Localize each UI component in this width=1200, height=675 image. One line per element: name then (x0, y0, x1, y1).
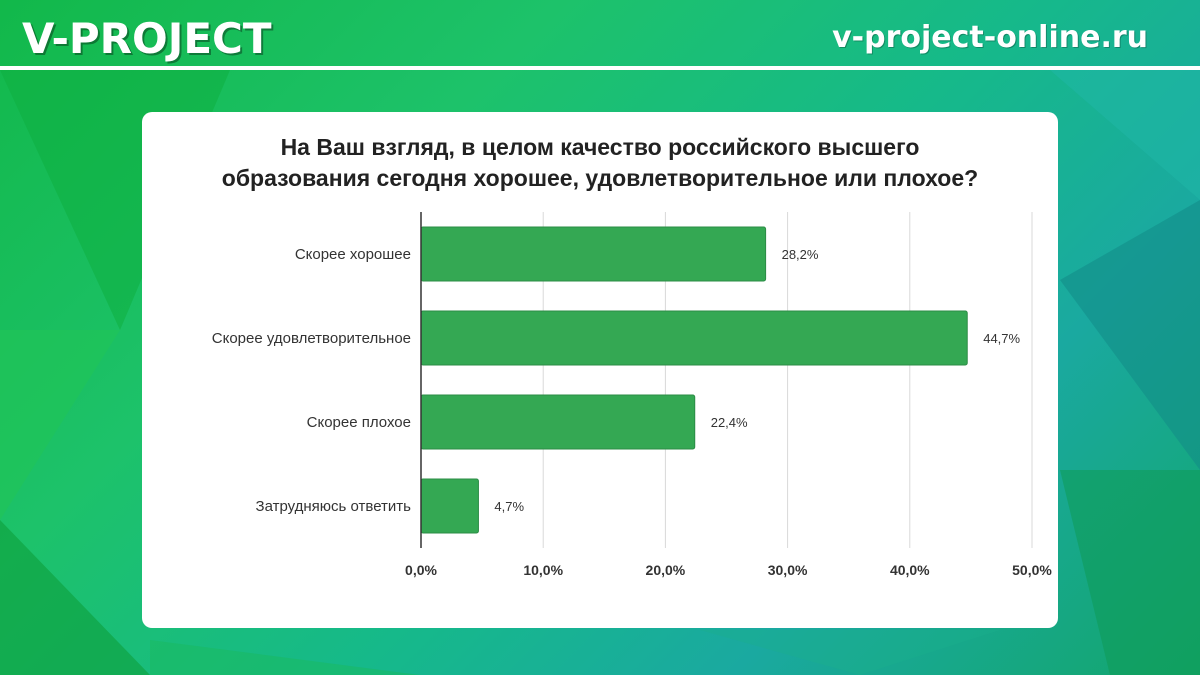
chart-title-line-2: образования сегодня хорошее, удовлетвори… (221, 165, 979, 191)
category-label: Скорее плохое (307, 414, 411, 431)
category-label: Затрудняюсь ответить (256, 498, 412, 515)
bar (420, 226, 767, 282)
bar (420, 394, 696, 450)
data-label: 28,2% (782, 247, 819, 262)
site-url: v-project-online.ru (832, 20, 1148, 55)
data-label: 44,7% (983, 331, 1020, 346)
x-tick-label: 10,0% (523, 562, 563, 578)
bar-chart: 0,0% 10,0% 20,0% 30,0% 40,0% 50,0% Скорее хоро… (212, 212, 1052, 578)
x-tick-label: 40,0% (890, 562, 930, 578)
data-label: 22,4% (711, 415, 748, 430)
x-tick-label: 20,0% (646, 562, 686, 578)
category-label: Скорее хорошее (295, 246, 411, 263)
x-tick-label: 50,0% (1012, 562, 1052, 578)
header-divider (0, 66, 1200, 70)
bar (420, 310, 968, 366)
chart-title: На Ваш взгляд, в целом качество российск… (142, 132, 1058, 194)
x-tick-label: 30,0% (768, 562, 808, 578)
x-tick-label: 0,0% (405, 562, 437, 578)
chart-title-line-1: На Ваш взгляд, в целом качество российск… (280, 134, 920, 160)
data-label: 4,7% (494, 499, 524, 514)
chart-card: 0,0% 10,0% 20,0% 30,0% 40,0% 50,0% Скорее хоро… (142, 112, 1058, 628)
brand-logo-text: V-PROJECT (22, 14, 272, 63)
category-label: Скорее удовлетворительное (212, 330, 411, 347)
bar (420, 478, 479, 534)
